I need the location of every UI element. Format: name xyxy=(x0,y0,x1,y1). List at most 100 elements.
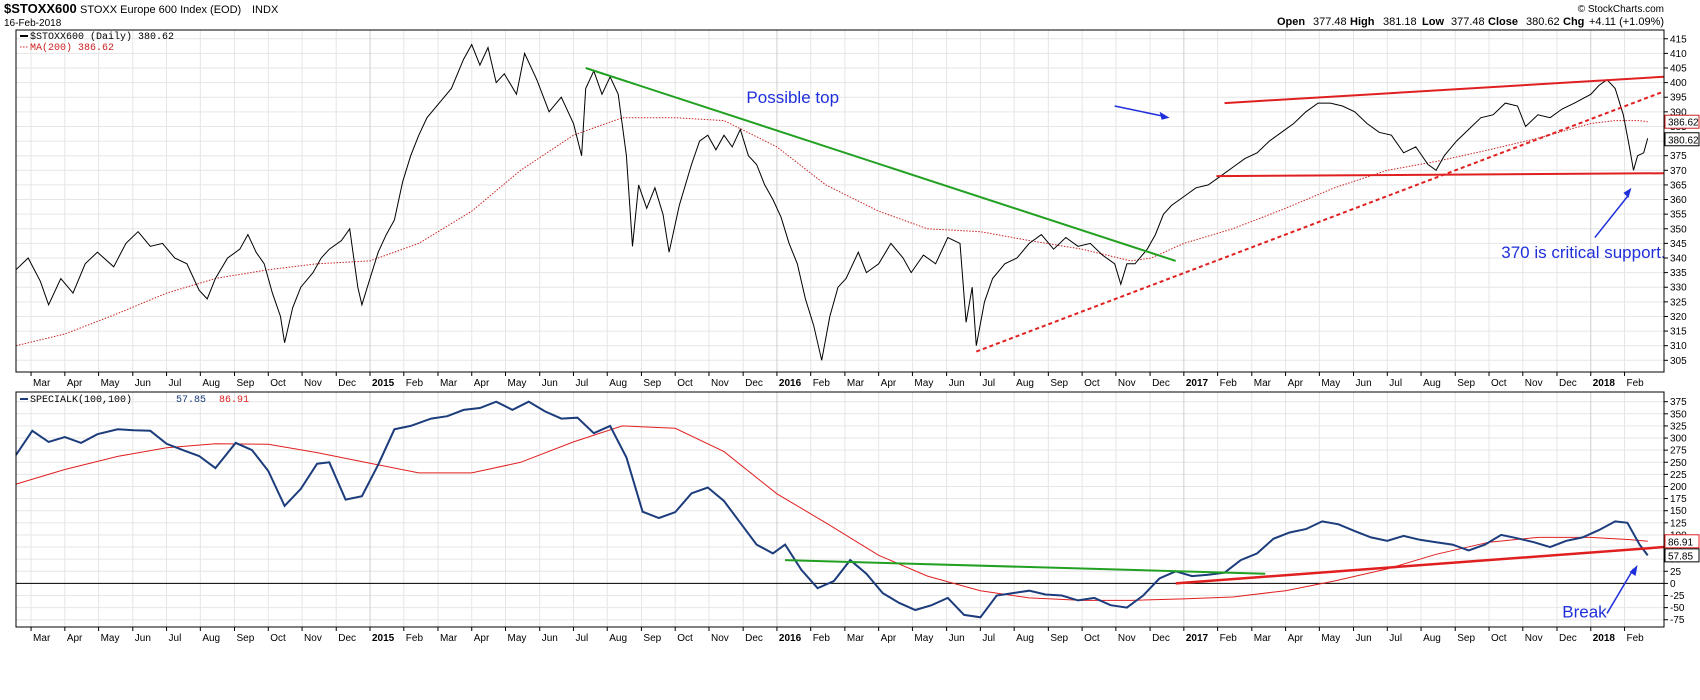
price-x-tick-label: Mar xyxy=(1254,378,1272,389)
specialk-x-tick-label: Mar xyxy=(847,633,865,644)
specialk-x-tick-label: Nov xyxy=(1118,633,1136,644)
price-x-tick-label: Feb xyxy=(1627,378,1645,389)
price-x-tick-label: 2018 xyxy=(1593,378,1616,389)
price-x-tick-label: 2016 xyxy=(779,378,802,389)
specialk-x-tick-label: Aug xyxy=(1016,633,1034,644)
price-x-tick-label: Aug xyxy=(202,378,220,389)
price-x-tick-label: 2015 xyxy=(372,378,395,389)
price-x-tick-label: Mar xyxy=(33,378,51,389)
chg-label: Chg xyxy=(1563,16,1584,28)
specialk-x-tick-label: Dec xyxy=(338,633,356,644)
price-x-tick-label: Jun xyxy=(949,378,965,389)
low-value: 377.48 xyxy=(1451,16,1485,28)
watermark: © StockCharts.com xyxy=(1578,4,1664,15)
specialk-x-tick-label: Oct xyxy=(677,633,693,644)
price-y-tick-label: 345 xyxy=(1670,239,1687,250)
chart-index-name: STOXX Europe 600 Index (EOD) xyxy=(80,4,241,16)
specialk-y-tick-label: -50 xyxy=(1670,603,1685,614)
specialk-x-tick-label: Feb xyxy=(1627,633,1645,644)
specialk-x-tick-label: Aug xyxy=(1423,633,1441,644)
arrow-shaft xyxy=(1606,568,1635,614)
specialk-x-tick-label: Feb xyxy=(813,633,831,644)
specialk-x-tick-label: Sep xyxy=(643,633,661,644)
specialk-x-tick-label: Oct xyxy=(270,633,286,644)
signal-legend-value: 86.91 xyxy=(219,395,249,406)
annotation-possible-top: Possible top xyxy=(746,88,839,107)
price-x-tick-label: Dec xyxy=(1152,378,1170,389)
ma-value-tag-box xyxy=(1664,114,1700,129)
specialk-x-tick-label: Nov xyxy=(1525,633,1543,644)
price-x-tick-label: Dec xyxy=(338,378,356,389)
downtrend-line xyxy=(585,67,1177,262)
price-value-tag-text: 380.62 xyxy=(1668,135,1699,146)
specialk-x-tick-label: Oct xyxy=(1084,633,1100,644)
specialk-value-tag: 57.85 xyxy=(1664,548,1700,563)
price-y-tick-label: 355 xyxy=(1670,210,1687,221)
price-y-tick-label: 370 xyxy=(1670,166,1687,177)
specialk-x-tick-label: Aug xyxy=(609,633,627,644)
specialk-x-tick-label: Mar xyxy=(1254,633,1272,644)
price-y-tick-label: 305 xyxy=(1670,356,1687,367)
annotation-break: Break xyxy=(1562,602,1607,621)
price-x-tick-label: Mar xyxy=(440,378,458,389)
price-value-tag-box xyxy=(1664,132,1700,147)
high-value: 381.18 xyxy=(1383,16,1417,28)
close-label: Close xyxy=(1488,16,1518,28)
specialk-y-tick-label: 125 xyxy=(1670,518,1687,529)
specialk-x-tick-label: Dec xyxy=(1152,633,1170,644)
price-x-tick-label: Aug xyxy=(1423,378,1441,389)
price-y-tick-label: 340 xyxy=(1670,254,1687,265)
specialk-x-tick-label: Apr xyxy=(1288,633,1304,644)
price-y-tick-label: 415 xyxy=(1670,34,1687,45)
price-x-tick-label: Jul xyxy=(1389,378,1402,389)
arrow-shaft xyxy=(1114,105,1164,117)
price-y-tick-label: 395 xyxy=(1670,93,1687,104)
specialk-x-tick-label: Jul xyxy=(1389,633,1402,644)
price-x-tick-label: Aug xyxy=(609,378,627,389)
specialk-y-tick-label: 200 xyxy=(1670,482,1687,493)
price-y-tick-label: 330 xyxy=(1670,283,1687,294)
price-x-tick-label: Feb xyxy=(813,378,831,389)
specialk-red-trendline xyxy=(1175,545,1665,585)
price-x-tick-label: Sep xyxy=(237,378,255,389)
price-y-tick-label: 350 xyxy=(1670,224,1687,235)
annotation-support: 370 is critical support. xyxy=(1501,243,1665,262)
support-line-370 xyxy=(1216,172,1665,178)
specialk-value-tag-text: 57.85 xyxy=(1668,551,1693,562)
specialk-y-tick-label: 150 xyxy=(1670,506,1687,517)
signal-value-tag-box xyxy=(1664,534,1700,549)
price-x-tick-label: Nov xyxy=(1118,378,1136,389)
arrow-head xyxy=(1623,187,1632,198)
specialk-x-tick-label: May xyxy=(508,633,527,644)
signal-value-tag: 86.91 xyxy=(1664,534,1700,549)
price-x-tick-label: Sep xyxy=(643,378,661,389)
price-legend-label: $STOXX600 (Daily) 380.62 xyxy=(30,31,174,43)
dotted-uptrend-line xyxy=(975,90,1665,353)
price-y-tick-label: 335 xyxy=(1670,268,1687,279)
chart-symbol: $STOXX600 xyxy=(4,1,77,16)
price-x-tick-label: Jun xyxy=(1356,378,1372,389)
specialk-panel-border xyxy=(15,391,1665,628)
chg-value: +4.11 (+1.09%) xyxy=(1589,16,1664,28)
specialk-green-trendline xyxy=(785,559,1266,575)
specialk-y-tick-label: 325 xyxy=(1670,421,1687,432)
specialk-x-tick-label: Dec xyxy=(745,633,763,644)
specialk-y-tick-label: 350 xyxy=(1670,409,1687,420)
price-x-tick-label: Dec xyxy=(1559,378,1577,389)
price-x-tick-label: Aug xyxy=(1016,378,1034,389)
specialk-x-tick-label: Jun xyxy=(1356,633,1372,644)
price-x-tick-label: Jun xyxy=(542,378,558,389)
upper-channel-line xyxy=(1224,75,1665,105)
specialk-x-tick-label: Nov xyxy=(711,633,729,644)
low-label: Low xyxy=(1422,16,1444,28)
specialk-y-tick-label: 250 xyxy=(1670,458,1687,469)
price-y-tick-label: 310 xyxy=(1670,341,1687,352)
price-y-tick-label: 400 xyxy=(1670,78,1687,89)
specialk-x-tick-label: 2018 xyxy=(1593,633,1616,644)
specialk-line xyxy=(15,400,1649,619)
specialk-x-tick-label: Feb xyxy=(406,633,424,644)
price-x-tick-label: Oct xyxy=(1084,378,1100,389)
price-y-tick-label: 410 xyxy=(1670,49,1687,60)
price-x-tick-label: Jul xyxy=(169,378,182,389)
